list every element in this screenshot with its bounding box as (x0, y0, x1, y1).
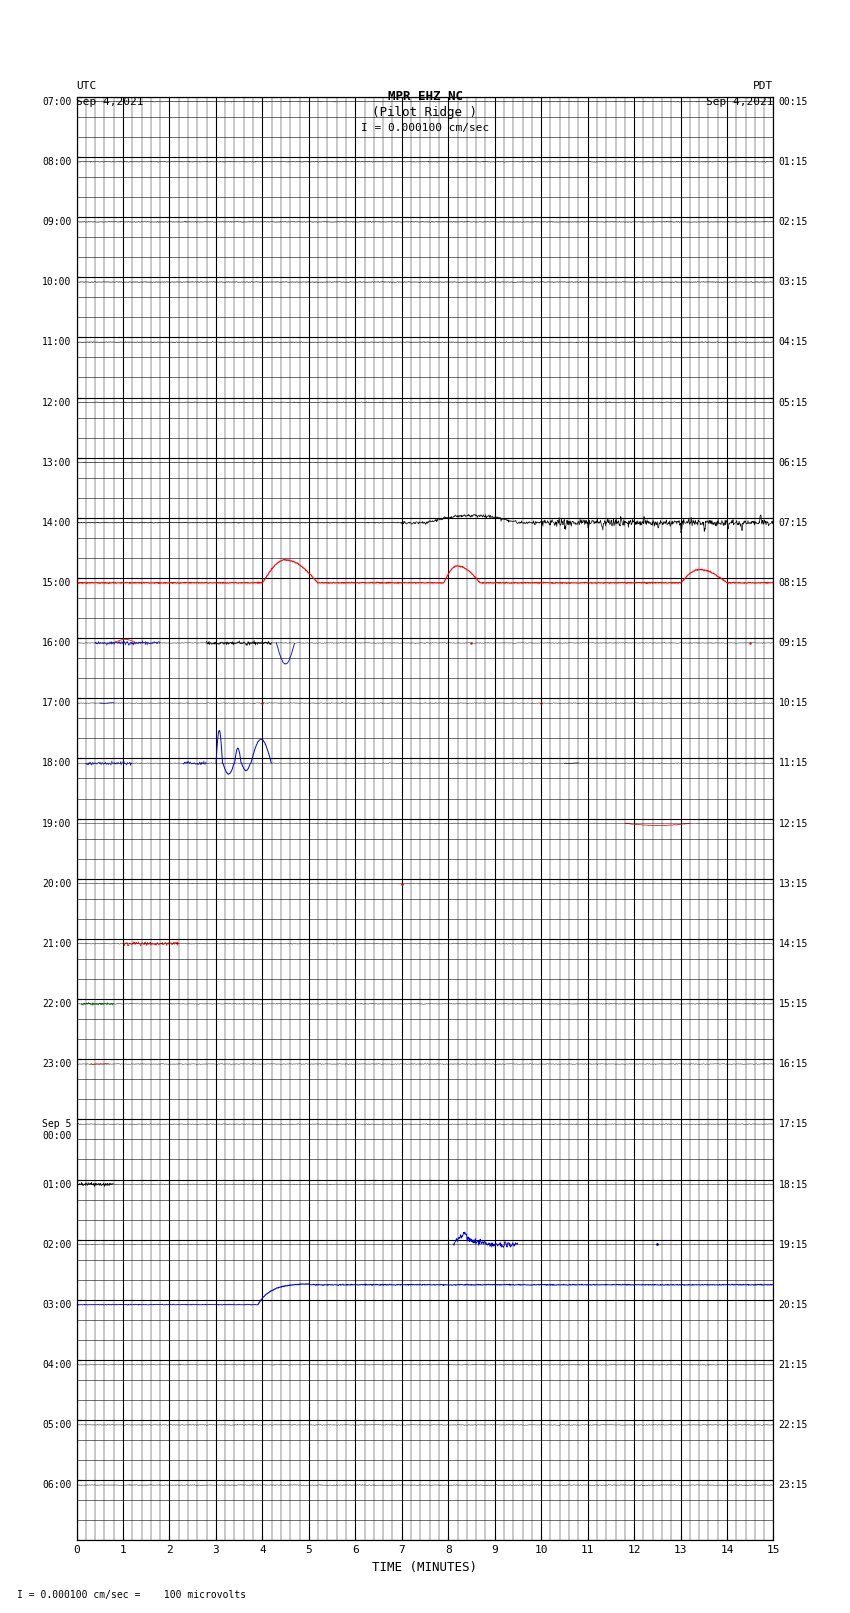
Text: UTC: UTC (76, 81, 97, 90)
Text: Sep 4,2021: Sep 4,2021 (76, 97, 144, 106)
Text: (Pilot Ridge ): (Pilot Ridge ) (372, 106, 478, 119)
Text: Sep 4,2021: Sep 4,2021 (706, 97, 774, 106)
Text: MPR EHZ NC: MPR EHZ NC (388, 90, 462, 103)
Text: I = 0.000100 cm/sec: I = 0.000100 cm/sec (361, 123, 489, 132)
X-axis label: TIME (MINUTES): TIME (MINUTES) (372, 1561, 478, 1574)
Text: PDT: PDT (753, 81, 774, 90)
Text: I = 0.000100 cm/sec =    100 microvolts: I = 0.000100 cm/sec = 100 microvolts (17, 1590, 246, 1600)
